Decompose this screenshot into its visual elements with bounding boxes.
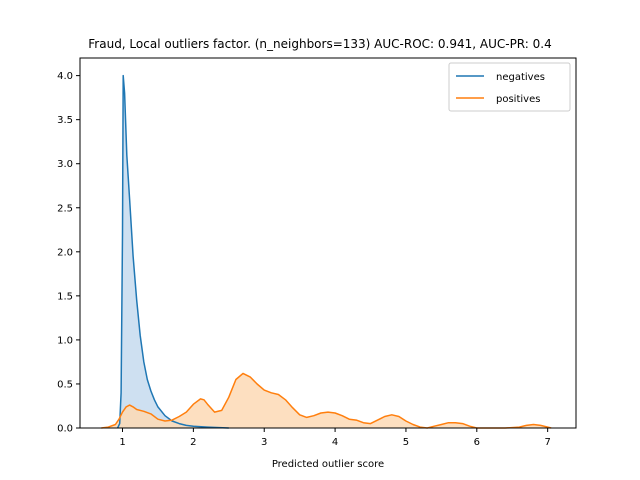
x-tick-label: 1	[119, 437, 125, 448]
y-tick-label: 0.0	[57, 424, 73, 435]
legend-label-negatives: negatives	[496, 72, 545, 83]
x-axis-label: Predicted outlier score	[272, 459, 384, 470]
x-tick-label: 2	[190, 437, 196, 448]
chart-title: Fraud, Local outliers factor. (n_neighbo…	[88, 37, 551, 51]
y-tick-label: 2.5	[57, 203, 73, 214]
x-tick-label: 7	[544, 437, 550, 448]
legend: negatives positives	[448, 62, 571, 112]
series-lines	[101, 74, 552, 429]
plot-area	[79, 57, 577, 429]
y-tick-label: 3.0	[57, 159, 73, 170]
area-fill-positives	[101, 373, 552, 428]
plot-frame	[79, 57, 577, 429]
area-fill-negatives	[117, 75, 229, 428]
y-tick-label: 1.0	[57, 335, 73, 346]
legend-box	[448, 62, 571, 112]
area-fills	[101, 75, 552, 428]
x-tick-label: 3	[261, 437, 267, 448]
y-tick-label: 1.5	[57, 291, 73, 302]
x-tick-label: 6	[474, 437, 480, 448]
series-line-negatives	[116, 74, 229, 429]
y-tick-label: 4.0	[57, 71, 73, 82]
legend-label-positives: positives	[496, 94, 540, 105]
series-line-positives	[101, 372, 552, 429]
x-tick-label: 5	[403, 437, 409, 448]
y-axis: 0.0 0.5 1.0 1.5 2.0 2.5 3.0 3.5 4.0	[57, 71, 80, 435]
y-tick-label: 2.0	[57, 247, 73, 258]
x-tick-label: 4	[332, 437, 338, 448]
y-tick-label: 3.5	[57, 115, 73, 126]
x-axis: 1 2 3 4 5 6 7	[119, 428, 551, 448]
y-tick-label: 0.5	[57, 379, 73, 390]
